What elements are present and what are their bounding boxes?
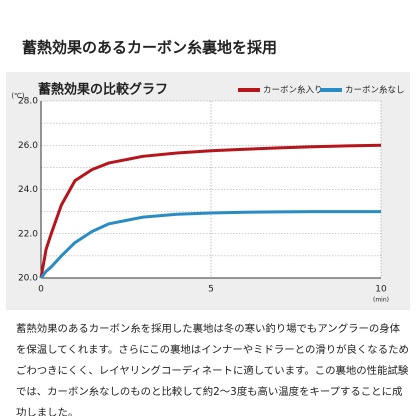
chart-title: 蓄熱効果の比較グラフ xyxy=(38,82,168,98)
y-tick-label: 26.0 xyxy=(18,141,38,151)
body-text: 蓄熱効果のあるカーボン糸を採用した裏地は冬の寒い釣り場でもアングラーの身体を保温… xyxy=(16,322,409,416)
x-tick-label: 0 xyxy=(38,285,44,295)
x-unit: (min) xyxy=(373,297,389,304)
series-line xyxy=(39,143,382,279)
x-tick-label: 10 xyxy=(375,285,387,295)
heading: 蓄熱効果のあるカーボン糸裏地を採用 xyxy=(22,39,277,57)
y-tick-label: 22.0 xyxy=(18,229,38,239)
body-line: を保温してくれます。さらにこの裏地はインナーやミドラーとの滑りが良くなるため xyxy=(16,343,409,356)
y-tick-label: 24.0 xyxy=(18,185,38,195)
y-unit: (℃) xyxy=(11,92,25,100)
y-tick-label: 28.0 xyxy=(18,97,38,107)
body-line: では、カーボン糸なしのものと比較して約2～3度も高い温度をキープすることに成 xyxy=(16,385,402,398)
body-line: 功しました。 xyxy=(16,407,78,416)
series-line xyxy=(39,210,381,279)
legend-label: カーボン糸入り xyxy=(263,85,323,96)
body-line: 蓄熱効果のあるカーボン糸を採用した裏地は冬の寒い釣り場でもアングラーの身体 xyxy=(16,322,401,335)
legend-label: カーボン糸なし xyxy=(345,85,405,96)
y-tick-label: 20.0 xyxy=(18,274,38,284)
body-line: ごわつきにくく、レイヤリングコーディネートに適しています。この裏地の性能試験 xyxy=(16,364,409,377)
x-tick-label: 5 xyxy=(208,285,214,295)
